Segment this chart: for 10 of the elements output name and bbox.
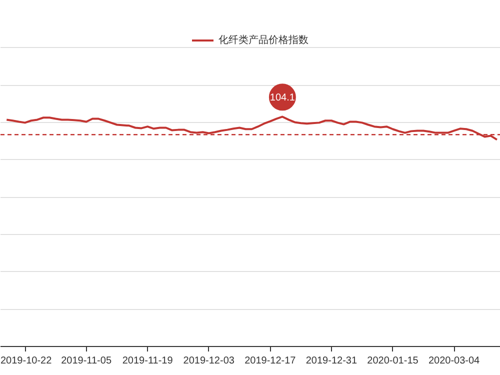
x-tick-label: 2020-03-04 <box>428 356 480 366</box>
legend-label: 化纤类产品价格指数 <box>218 34 308 47</box>
x-tick-label: 2019-11-05 <box>61 356 112 366</box>
x-tick-label: 2019-12-03 <box>183 356 235 366</box>
x-tick-label: 2019-10-22 <box>0 356 52 366</box>
x-tick-label: 2020-01-15 <box>367 356 419 366</box>
x-tick-label: 2019-12-31 <box>306 356 358 366</box>
x-tick-label: 2019-12-17 <box>244 356 296 366</box>
text: 104.1 <box>270 92 296 104</box>
x-tick-label: 2019-11-19 <box>122 356 174 366</box>
